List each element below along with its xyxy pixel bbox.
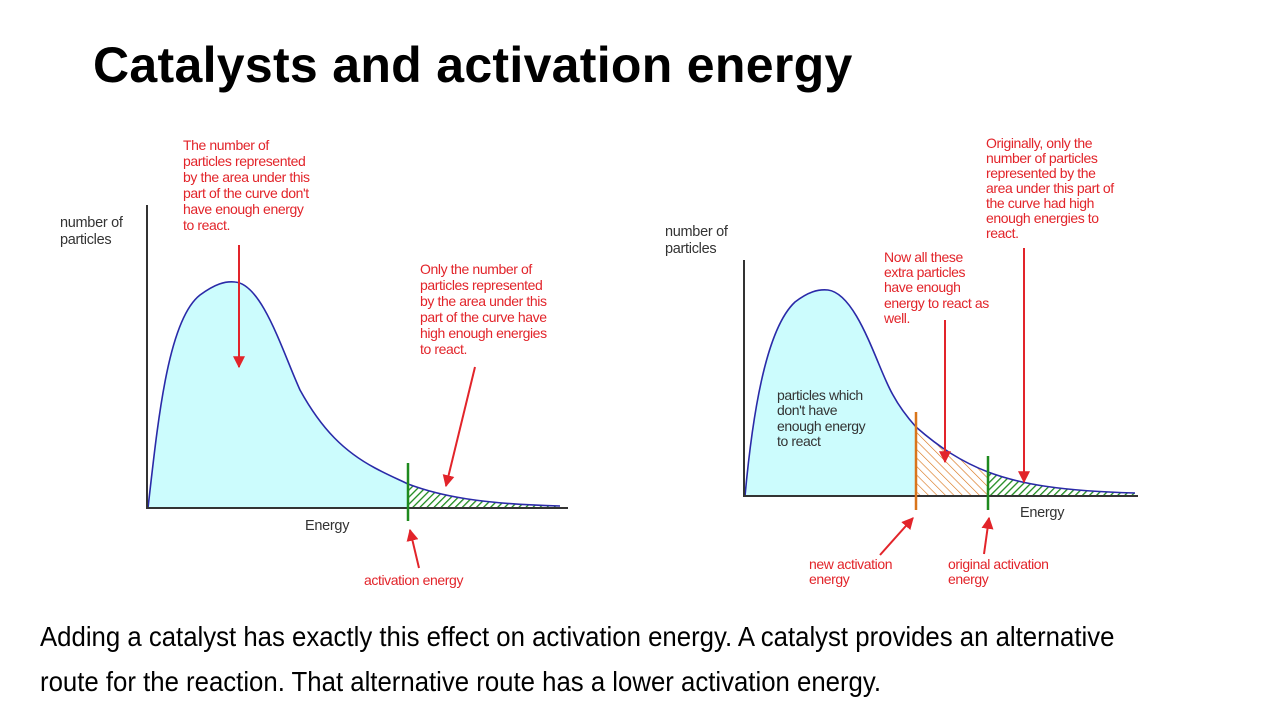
right-note-dont-have: particles which don't have enough energy…: [777, 387, 869, 449]
left-graph: number of particles Energy The number of…: [60, 137, 568, 588]
left-activation-label: activation energy: [364, 572, 463, 588]
left-arrow-activation: [406, 528, 420, 569]
right-y-axis-label: number of particles: [665, 224, 731, 257]
left-curve-area: [148, 281, 408, 508]
right-note-originally: Originally, only the number of particles…: [986, 135, 1117, 241]
right-curve-area: [745, 289, 916, 496]
right-note-now-all: Now all these extra particles have enoug…: [883, 249, 992, 326]
right-original-activation-label: original activation energy: [948, 556, 1052, 587]
slide-title: Catalysts and activation energy: [93, 37, 853, 93]
right-arrow-original-activation: [981, 516, 994, 555]
left-hatched-area: [408, 484, 560, 508]
left-arrow-enough: [442, 366, 476, 488]
right-curve-line: [744, 289, 1136, 497]
right-graph: number of particles Energy Originally, o…: [665, 135, 1138, 587]
right-arrow-new-activation: [879, 517, 914, 556]
left-y-axis-label: number of particles: [60, 215, 126, 248]
right-green-hatched-area: [988, 472, 1135, 496]
left-x-axis-label: Energy: [305, 518, 350, 534]
right-orange-hatched-area: [916, 427, 988, 496]
left-note-enough: Only the number of particles represented…: [420, 261, 550, 357]
right-x-axis-label: Energy: [1020, 505, 1065, 521]
slide-caption: Adding a catalyst has exactly this effec…: [40, 621, 1115, 697]
right-new-activation-label: new activation energy: [809, 556, 896, 587]
left-curve-line: [147, 281, 561, 509]
left-note-not-enough: The number of particles represented by t…: [183, 137, 313, 233]
